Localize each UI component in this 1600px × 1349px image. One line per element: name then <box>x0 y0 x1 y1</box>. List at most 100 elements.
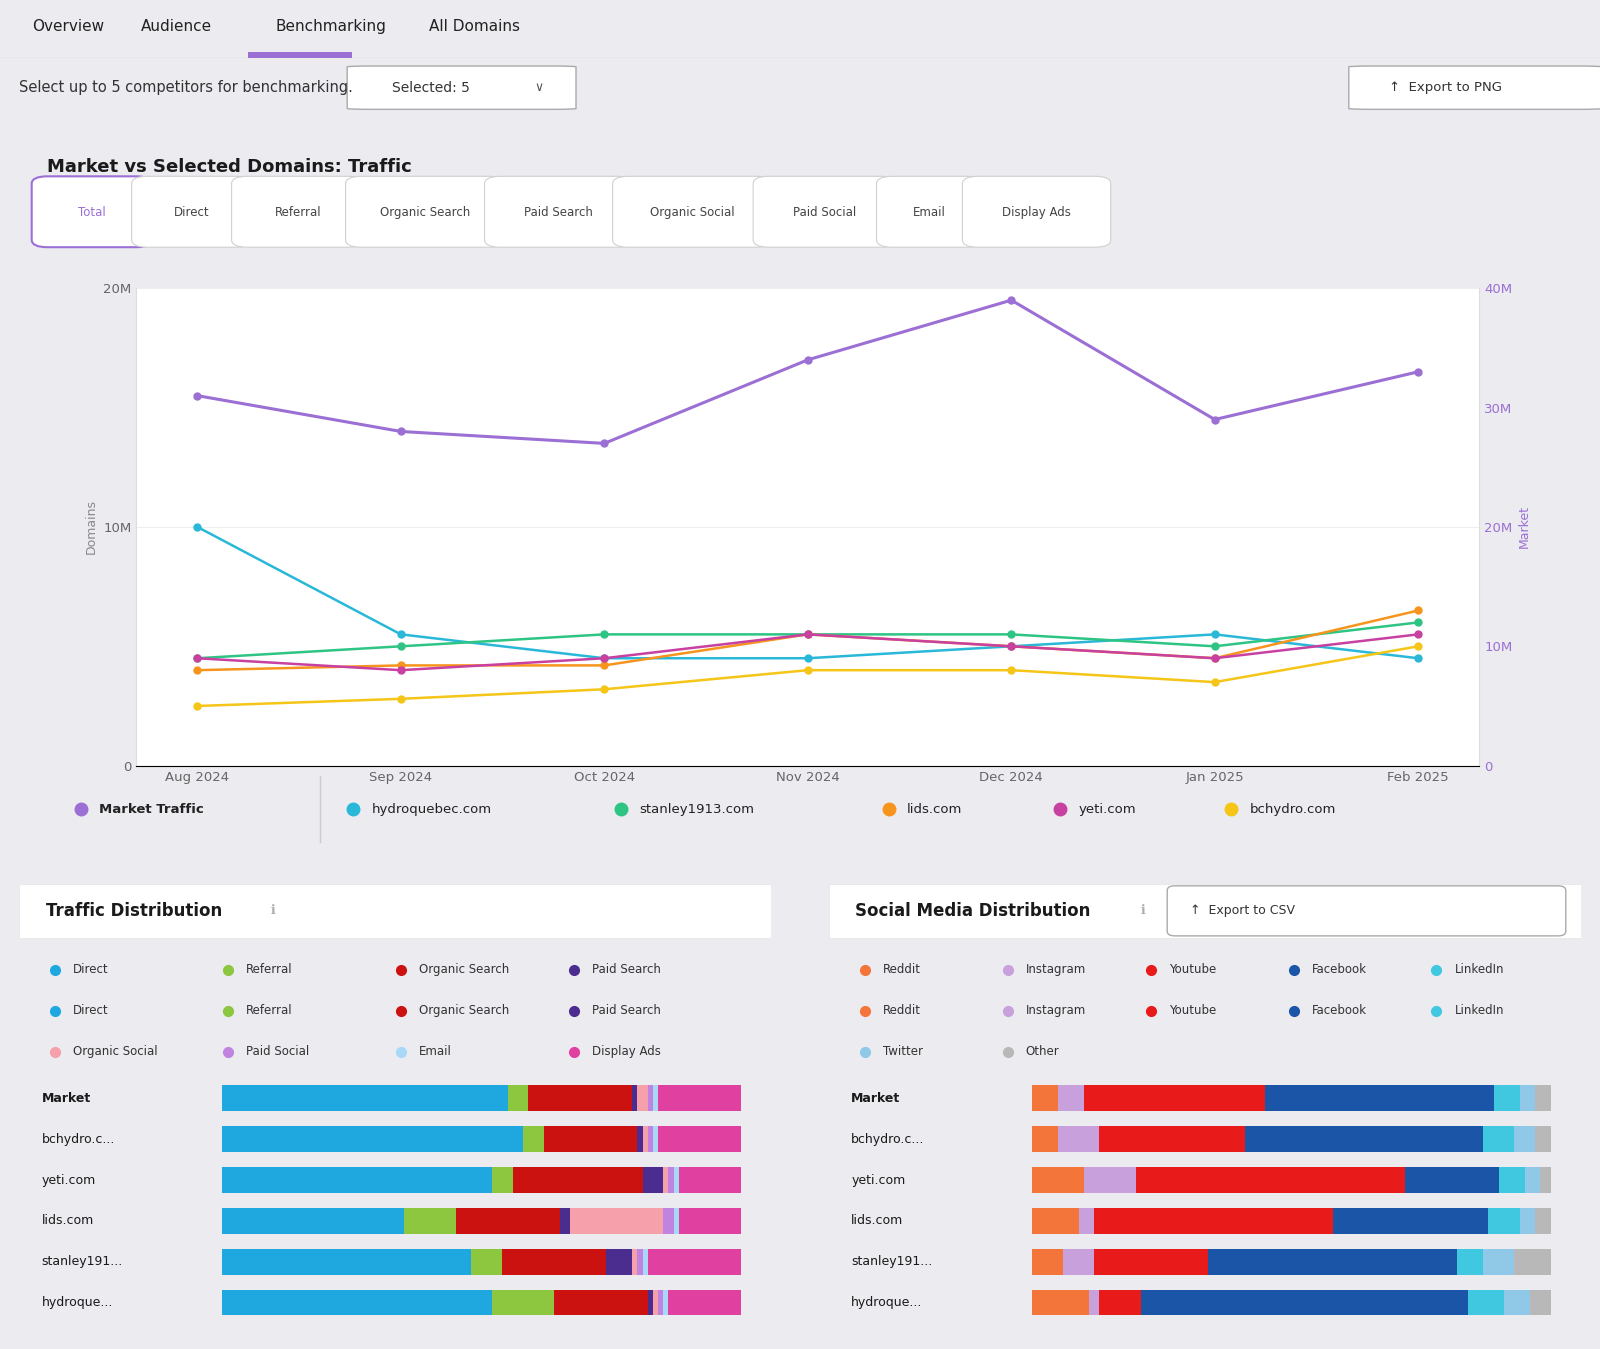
Text: lids.com: lids.com <box>851 1214 904 1228</box>
Text: Direct: Direct <box>174 205 210 219</box>
Bar <box>222 1249 472 1275</box>
Bar <box>1099 1126 1245 1152</box>
Bar <box>637 1249 643 1275</box>
Text: hydroquebec.com: hydroquebec.com <box>371 803 491 816</box>
Bar <box>523 1126 544 1152</box>
Text: Facebook: Facebook <box>1312 963 1366 977</box>
Bar <box>1136 1167 1405 1193</box>
Bar <box>648 1086 653 1112</box>
Bar <box>472 1249 502 1275</box>
FancyBboxPatch shape <box>613 177 771 247</box>
Text: yeti.com: yeti.com <box>851 1174 906 1187</box>
Bar <box>1032 1167 1083 1193</box>
Bar <box>248 51 352 58</box>
Bar <box>1094 1209 1333 1233</box>
Text: Email: Email <box>419 1045 453 1059</box>
Text: Organic Search: Organic Search <box>381 205 470 219</box>
Bar <box>570 1209 664 1233</box>
Bar <box>493 1290 554 1315</box>
Bar <box>554 1290 648 1315</box>
Bar <box>829 884 1581 938</box>
Text: Youtube: Youtube <box>1168 1005 1216 1017</box>
Text: Organic Social: Organic Social <box>650 205 734 219</box>
Text: Selected: 5: Selected: 5 <box>392 81 470 94</box>
Bar <box>1032 1086 1058 1112</box>
Y-axis label: Market: Market <box>1518 506 1531 549</box>
Bar <box>1534 1126 1550 1152</box>
FancyBboxPatch shape <box>877 177 982 247</box>
Bar <box>514 1167 643 1193</box>
Bar <box>222 1086 507 1112</box>
Text: Paid Social: Paid Social <box>794 205 856 219</box>
Text: Direct: Direct <box>74 963 109 977</box>
Text: stanley1913.com: stanley1913.com <box>640 803 754 816</box>
Bar <box>1078 1209 1094 1233</box>
Bar <box>1494 1086 1520 1112</box>
Text: ℹ: ℹ <box>270 904 275 917</box>
Text: Paid Social: Paid Social <box>246 1045 309 1059</box>
Bar <box>1058 1126 1099 1152</box>
Bar <box>493 1167 514 1193</box>
Bar <box>222 1290 493 1315</box>
Text: lids.com: lids.com <box>907 803 963 816</box>
Text: Total: Total <box>78 205 106 219</box>
Bar <box>528 1086 632 1112</box>
Text: Benchmarking: Benchmarking <box>275 19 386 34</box>
Bar <box>1090 1290 1099 1315</box>
Bar <box>674 1167 678 1193</box>
FancyBboxPatch shape <box>1168 886 1566 936</box>
Text: Market: Market <box>851 1091 901 1105</box>
Bar <box>653 1290 658 1315</box>
Bar <box>1094 1249 1208 1275</box>
Text: Instagram: Instagram <box>1026 1005 1086 1017</box>
Bar <box>1520 1086 1534 1112</box>
Text: Market vs Selected Domains: Traffic: Market vs Selected Domains: Traffic <box>48 158 413 175</box>
Bar <box>1458 1249 1483 1275</box>
Bar <box>648 1249 741 1275</box>
Text: Referral: Referral <box>246 1005 293 1017</box>
FancyBboxPatch shape <box>131 177 251 247</box>
Bar <box>664 1290 669 1315</box>
Bar <box>658 1126 741 1152</box>
Text: bchydro.c...: bchydro.c... <box>42 1133 115 1145</box>
Bar <box>1504 1290 1530 1315</box>
FancyBboxPatch shape <box>347 66 576 109</box>
Text: Paid Search: Paid Search <box>592 963 661 977</box>
Bar <box>632 1249 637 1275</box>
Text: ↑  Export to CSV: ↑ Export to CSV <box>1190 904 1294 917</box>
Bar <box>19 884 771 938</box>
Bar <box>1483 1249 1514 1275</box>
Bar <box>1520 1209 1534 1233</box>
Text: Display Ads: Display Ads <box>1002 205 1070 219</box>
Text: ↑  Export to PNG: ↑ Export to PNG <box>1389 81 1502 94</box>
Text: ∨: ∨ <box>534 81 544 94</box>
Bar <box>632 1086 637 1112</box>
Text: Instagram: Instagram <box>1026 963 1086 977</box>
Bar <box>507 1086 528 1112</box>
Bar <box>669 1290 741 1315</box>
Bar <box>674 1209 678 1233</box>
Bar <box>544 1126 637 1152</box>
Bar <box>1032 1249 1062 1275</box>
Text: Reddit: Reddit <box>883 1005 922 1017</box>
Text: hydroque...: hydroque... <box>851 1296 923 1310</box>
Text: stanley191...: stanley191... <box>42 1256 123 1268</box>
Bar <box>1483 1126 1514 1152</box>
Text: bchydro.com: bchydro.com <box>1250 803 1336 816</box>
Bar <box>1099 1290 1141 1315</box>
Bar <box>669 1167 674 1193</box>
Bar <box>1062 1249 1094 1275</box>
Text: ℹ: ℹ <box>1141 904 1146 917</box>
Text: Direct: Direct <box>74 1005 109 1017</box>
Text: Referral: Referral <box>275 205 322 219</box>
Text: Social Media Distribution: Social Media Distribution <box>854 902 1091 920</box>
Bar <box>1467 1290 1504 1315</box>
Y-axis label: Domains: Domains <box>85 499 98 554</box>
Text: Twitter: Twitter <box>883 1045 923 1059</box>
Text: stanley191...: stanley191... <box>851 1256 933 1268</box>
FancyBboxPatch shape <box>346 177 506 247</box>
Text: Overview: Overview <box>32 19 104 34</box>
Text: Email: Email <box>914 205 946 219</box>
Bar <box>222 1209 403 1233</box>
Bar <box>1058 1086 1083 1112</box>
